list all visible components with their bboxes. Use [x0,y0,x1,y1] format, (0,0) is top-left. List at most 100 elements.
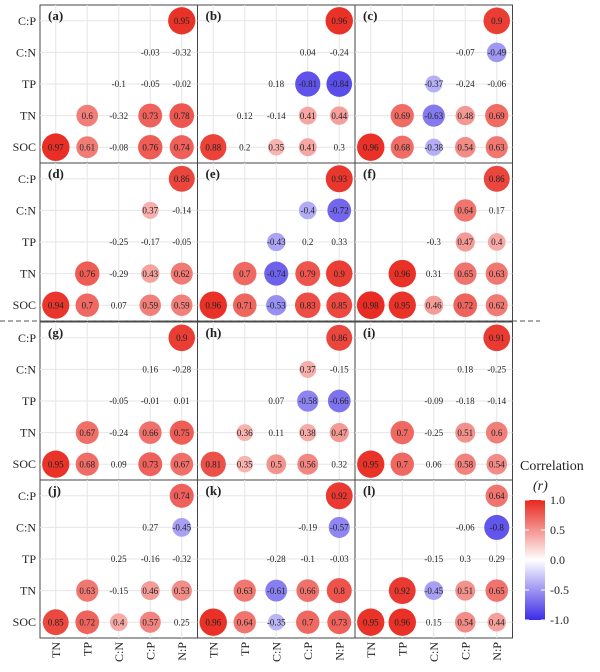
correlation-value-label: 0.3 [460,554,472,564]
panel-l: 0.64 -0.06 -0.8 -0.15 0.3 0.29 0.92 -0.45 0.51 0.… [354,479,513,639]
correlation-value-label: -0.03 [330,554,349,564]
correlation-value-label: 0.95 [48,459,64,469]
correlation-value-label: -0.02 [172,79,191,89]
correlation-circle [356,291,385,320]
correlation-value-label: 0.97 [48,142,64,152]
y-axis-labels: C:P C:N TP TN SOC C:P C:N TP TN SOC C:P C:N TP TN SOC C… [13,14,37,629]
correlation-value-label: 0.59 [142,300,158,310]
legend-title-symbol: (r) [533,479,548,494]
correlation-value-label: 0.35 [237,459,253,469]
correlation-value-label: -0.03 [141,48,160,58]
correlation-value-label: 0.72 [79,617,95,627]
x-tick-label: TN [49,642,63,658]
correlation-circle [487,233,506,251]
correlation-value-label: 0.96 [205,617,221,627]
correlation-value-label: 0.37 [142,206,158,216]
y-tick-label: TN [20,267,36,281]
correlation-circle [76,104,99,127]
correlation-value-label: 0.9 [334,269,346,279]
correlation-value-label: -0.24 [330,48,349,58]
correlation-circle [168,165,195,192]
correlation-circle [139,611,161,633]
correlation-circle [75,293,99,317]
panel-c: 0.9 -0.07 -0.49 -0.37 -0.24 -0.06 0.69 -0.63 0.4… [354,4,513,164]
correlation-value-label: -0.24 [456,79,475,89]
correlation-value-label: 0.36 [237,428,253,438]
correlation-value-label: 0.25 [111,554,127,564]
correlation-circle [295,71,321,97]
correlation-circle [325,482,353,510]
correlation-value-label: 0.65 [457,269,473,279]
y-tick-label: SOC [13,457,36,471]
panel-label: (i) [363,325,375,340]
correlation-value-label: 0.66 [142,428,158,438]
correlation-circle [484,514,510,540]
correlation-value-label: 0.04 [300,48,316,58]
correlation-value-label: 0.54 [457,617,473,627]
correlation-circle [454,453,476,475]
panel-label: (c) [363,8,377,23]
correlation-circle [169,483,194,508]
correlation-value-label: 0.94 [48,300,64,310]
correlation-circle [139,294,162,316]
y-tick-label: C:N [16,203,36,217]
panel-j: 0.74 0.27 -0.45 0.25 -0.16 -0.32 0.63 -0.15 0.46… [39,479,198,639]
correlation-value-label: -0.14 [487,396,506,406]
correlation-circle [266,295,287,316]
correlation-circle [138,103,163,128]
panel-label: (b) [206,8,222,23]
correlation-value-label: 0.66 [300,586,316,596]
correlation-value-label: 0.01 [174,396,190,406]
correlation-value-label: 0.74 [174,142,190,152]
correlation-value-label: 0.79 [300,269,316,279]
correlation-value-label: 0.69 [394,111,410,121]
correlation-value-label: -0.32 [172,554,191,564]
correlation-circle [325,7,353,35]
y-tick-label: TN [20,426,36,440]
correlation-value-label: -0.28 [172,365,191,375]
correlation-value-label: 0.86 [174,174,190,184]
correlation-circle [485,294,508,317]
correlation-value-label: -0.05 [141,79,160,89]
panel-label: (k) [206,483,222,498]
correlation-circle [76,579,99,602]
correlation-value-label: 0.7 [397,459,409,469]
correlation-value-label: 0.6 [82,111,94,121]
correlation-circle [487,612,507,632]
correlation-value-label: 0.96 [363,142,379,152]
correlation-value-label: 0.96 [205,300,221,310]
correlation-value-label: 0.3 [334,142,346,152]
correlation-circle [233,579,256,602]
y-tick-label: C:N [16,45,36,59]
correlation-circle [141,201,159,219]
correlation-circle [75,261,100,286]
correlation-value-label: -0.08 [109,142,128,152]
correlation-value-label: 0.38 [300,428,316,438]
correlation-circle [388,291,416,319]
x-tick-label: TP [395,642,409,656]
legend-colorbar [525,500,545,620]
correlation-circle [325,260,353,287]
correlation-circle [264,261,289,286]
correlation-circle [265,579,288,602]
correlation-value-label: -0.3 [427,237,442,247]
x-tick-label: C:N [269,642,283,662]
correlation-circle [326,71,353,97]
panel-k: 0.92 -0.19 -0.57 -0.28 -0.1 -0.03 0.63 -0.61 0.6… [197,479,356,639]
correlation-value-label: -0.15 [330,365,349,375]
correlation-circle [357,608,385,636]
correlation-circle [328,516,350,538]
correlation-value-label: 0.44 [489,617,505,627]
correlation-value-label: -0.29 [109,269,128,279]
correlation-value-label: -0.43 [267,237,286,247]
correlation-value-label: 0.32 [331,459,347,469]
x-tick-label: C:P [458,642,472,660]
correlation-value-label: -0.01 [141,396,160,406]
correlation-value-label: 0.85 [48,617,64,627]
correlation-value-label: 0.25 [174,617,190,627]
correlation-value-label: 0.11 [269,428,284,438]
correlation-circle [424,581,444,600]
panel-label: (f) [363,166,376,181]
correlation-circle [75,421,99,445]
